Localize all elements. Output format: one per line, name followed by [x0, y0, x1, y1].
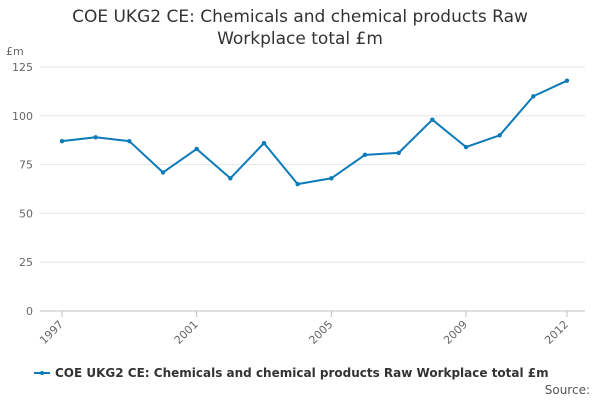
y-tick-label: 0: [26, 305, 33, 318]
data-point[interactable]: [160, 170, 166, 175]
data-point[interactable]: [362, 152, 368, 158]
y-axis-unit-label: £m: [6, 45, 24, 58]
data-point[interactable]: [127, 138, 132, 144]
chart-title: COE UKG2 CE: Chemicals and chemical prod…: [72, 7, 528, 49]
x-tick-label: 2009: [441, 318, 470, 347]
data-point[interactable]: [329, 176, 334, 181]
source-label: Source:: [544, 383, 590, 397]
y-axis-ticks: 0 25 50 75 100 125: [12, 61, 33, 318]
x-axis-ticks: 1997 2001 2005 2009 2012: [37, 311, 571, 347]
data-point[interactable]: [430, 117, 435, 122]
data-point[interactable]: [463, 144, 469, 150]
y-tick-label: 100: [12, 110, 33, 123]
data-point[interactable]: [295, 181, 300, 187]
x-tick-label: 2005: [306, 318, 335, 347]
y-tick-label: 50: [19, 207, 33, 220]
data-point[interactable]: [59, 138, 65, 144]
data-point[interactable]: [396, 150, 401, 156]
series-line[interactable]: [61, 79, 568, 186]
legend[interactable]: COE UKG2 CE: Chemicals and chemical prod…: [34, 366, 549, 380]
data-point[interactable]: [228, 176, 233, 181]
gridlines: [40, 66, 585, 312]
x-tick-label: 1997: [37, 318, 66, 347]
x-tick-label: 2001: [172, 318, 201, 347]
data-point[interactable]: [497, 133, 502, 138]
x-tick-label: 2012: [542, 318, 571, 347]
y-tick-label: 75: [19, 159, 33, 172]
data-point[interactable]: [531, 94, 536, 99]
y-tick-label: 125: [12, 61, 33, 74]
data-point[interactable]: [261, 140, 267, 146]
legend-label: COE UKG2 CE: Chemicals and chemical prod…: [55, 366, 549, 380]
data-point[interactable]: [564, 78, 570, 83]
y-tick-label: 25: [19, 256, 33, 269]
data-point[interactable]: [93, 135, 98, 140]
series-layer: [59, 78, 570, 187]
data-point[interactable]: [194, 146, 199, 152]
legend-swatch: [34, 368, 50, 378]
